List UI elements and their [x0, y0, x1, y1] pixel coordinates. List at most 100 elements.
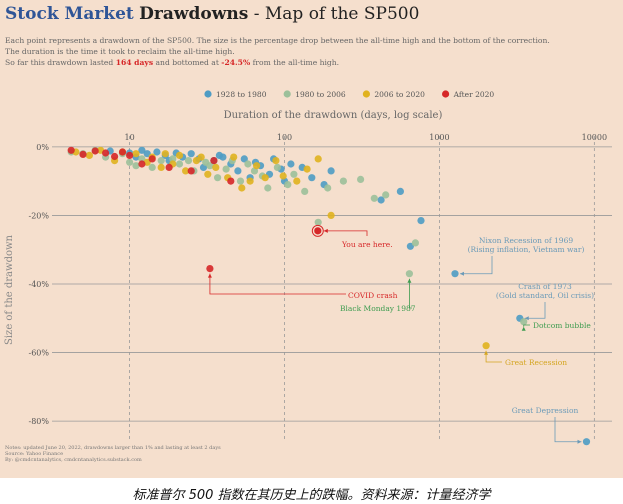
data-point-era_1980_2006-9	[157, 157, 165, 165]
annotation-arrow-black_monday	[407, 278, 412, 283]
data-point-era_2006_2020-19	[238, 184, 246, 192]
annotation-crash73: Crash of 1973	[518, 282, 572, 291]
annotation-covid: COVID crash	[348, 291, 398, 300]
data-point-era_1928_1980-35	[451, 270, 459, 278]
data-point-era_after_2020-5	[118, 148, 127, 156]
x-axis-label: Duration of the drawdown (days, log scal…	[224, 110, 443, 121]
data-point-era_1980_2006-28	[314, 218, 322, 226]
data-point-era_1980_2006-5	[126, 158, 134, 166]
page-title: Stock Market Drawdowns - Map of the SP50…	[5, 4, 419, 24]
data-point-era_after_2020-3	[102, 149, 110, 157]
data-point-era_after_2020-10	[187, 167, 195, 175]
data-point-era_1980_2006-7	[138, 155, 146, 163]
data-point-era_1980_2006-8	[148, 163, 156, 171]
data-point-era_1980_2006-32	[370, 194, 378, 202]
data-point-era_2006_2020-5	[132, 150, 140, 158]
data-point-era_1928_1980-5	[153, 148, 161, 156]
data-point-era_after_2020-9	[165, 163, 173, 171]
annotation-leader-dotcom	[523, 324, 530, 327]
annotation-arrow-crash73	[524, 316, 529, 321]
data-point-era_2006_2020-14	[197, 153, 205, 161]
x-tick-label-3: 10000	[582, 133, 607, 142]
data-point-era_2006_2020-21	[253, 162, 261, 170]
data-point-era_after_2020-2	[91, 147, 99, 155]
data-point-era_1980_2006-19	[236, 177, 245, 185]
data-point-era_after_2020-1	[79, 150, 87, 158]
data-point-era_1928_1980-26	[287, 160, 295, 168]
annotation-arrow-dotcom	[521, 326, 526, 331]
data-point-era_1980_2006-25	[284, 181, 292, 189]
annotation-crash73-line2: (Gold standard, Oil crisis)	[496, 291, 594, 300]
annotation-leader-you_are_here	[323, 230, 368, 236]
annotation-arrow-covid	[207, 273, 212, 278]
data-point-era_2006_2020-20	[246, 177, 254, 185]
subtitle-line3: So far this drawdown lasted 164 days and…	[5, 58, 340, 67]
legend-marker-1	[283, 90, 291, 98]
annotation-leader-black_monday	[409, 278, 412, 309]
title-part1: Stock Market	[5, 4, 134, 24]
data-point-era_2006_2020-9	[161, 150, 169, 158]
data-point-era_after_2020-12	[227, 177, 235, 185]
data-point-era_1980_2006-36	[520, 318, 528, 326]
data-point-era_1980_2006-10	[169, 155, 177, 163]
notes-line2: Source: Yahoo Finance	[5, 451, 63, 457]
data-point-era_1928_1980-30	[327, 167, 335, 175]
title-part3: - Map of the SP500	[253, 4, 420, 24]
data-point-era_1980_2006-15	[206, 162, 214, 170]
data-point-era_1928_1980-28	[308, 174, 316, 182]
data-point-era_1980_2006-17	[222, 165, 230, 173]
data-point-era_1980_2006-24	[273, 163, 281, 171]
data-point-era_2006_2020-24	[279, 172, 287, 180]
data-point-era_1980_2006-34	[405, 270, 413, 278]
data-point-era_after_2020-11	[210, 157, 218, 165]
days-highlight: 164 days	[115, 58, 154, 67]
x-tick-label-1: 100	[277, 133, 292, 142]
data-point-era_2006_2020-28	[327, 211, 335, 219]
data-point-era_1980_2006-12	[184, 157, 193, 165]
notes-line1: Notes: updated June 20, 2022, drawdowns …	[5, 445, 221, 451]
data-point-era_after_2020-0	[67, 146, 75, 154]
data-point-era_2006_2020-27	[314, 155, 322, 163]
data-point-era_1928_1980-15	[219, 153, 227, 161]
data-point-era_2006_2020-1	[85, 151, 93, 159]
annotation-arrow-great_recession	[484, 350, 489, 355]
data-point-era_1980_2006-33	[382, 191, 390, 199]
current-point-ring	[311, 224, 324, 237]
data-point-era_2006_2020-29	[482, 342, 490, 350]
drawdown-scatter-chart: 1928 to 1980 1980 to 2006 2006 to 2020 Afte…	[4, 90, 612, 463]
annotation-dotcom: Dotcom bubble	[533, 321, 591, 330]
data-point-era_after_2020-13	[206, 265, 214, 273]
data-point-era_1928_1980-3	[138, 146, 146, 154]
annotation-great_depression: Great Depression	[512, 406, 579, 415]
annotation-nixon: Nixon Recession of 1969	[479, 236, 573, 245]
y-tick-label-2: -40%	[29, 280, 50, 289]
current-point	[314, 227, 322, 235]
annotation-arrow-great_depression	[577, 439, 582, 444]
data-point-era_1928_1980-17	[234, 167, 242, 175]
chart-panel	[0, 0, 623, 478]
subtitle-line1: Each point represents a drawdown of the …	[5, 36, 550, 45]
legend-marker-2	[362, 90, 370, 98]
data-point-era_1980_2006-35	[411, 239, 419, 247]
data-point-era_2006_2020-18	[230, 153, 238, 161]
pct-highlight: -24.5%	[221, 58, 251, 67]
data-point-era_1980_2006-27	[301, 187, 309, 195]
y-tick-label-1: -20%	[29, 211, 50, 220]
data-point-era_1980_2006-26	[290, 170, 298, 178]
annotation-arrow-you_are_here	[323, 228, 328, 233]
data-point-era_after_2020-6	[126, 151, 134, 159]
data-point-era_2006_2020-25	[293, 177, 301, 185]
data-point-era_1980_2006-16	[214, 174, 222, 182]
legend-marker-0	[204, 90, 212, 98]
x-tick-label-2: 1000	[429, 133, 449, 142]
title-part2: Drawdowns	[139, 4, 249, 24]
data-point-era_1980_2006-11	[175, 160, 184, 168]
legend-label-1: 1980 to 2006	[295, 90, 346, 99]
data-point-era_1928_1980-34	[417, 217, 425, 225]
legend-marker-3	[442, 90, 450, 98]
data-point-era_1928_1980-37	[582, 438, 591, 446]
figure-caption: 标准普尔 500 指数在其历史上的跌幅。资料来源：计量经济学	[132, 488, 491, 503]
legend-label-3: After 2020	[453, 90, 495, 99]
annotation-you_are_here: You are here.	[341, 240, 393, 249]
legend-label-0: 1928 to 1980	[216, 90, 267, 99]
